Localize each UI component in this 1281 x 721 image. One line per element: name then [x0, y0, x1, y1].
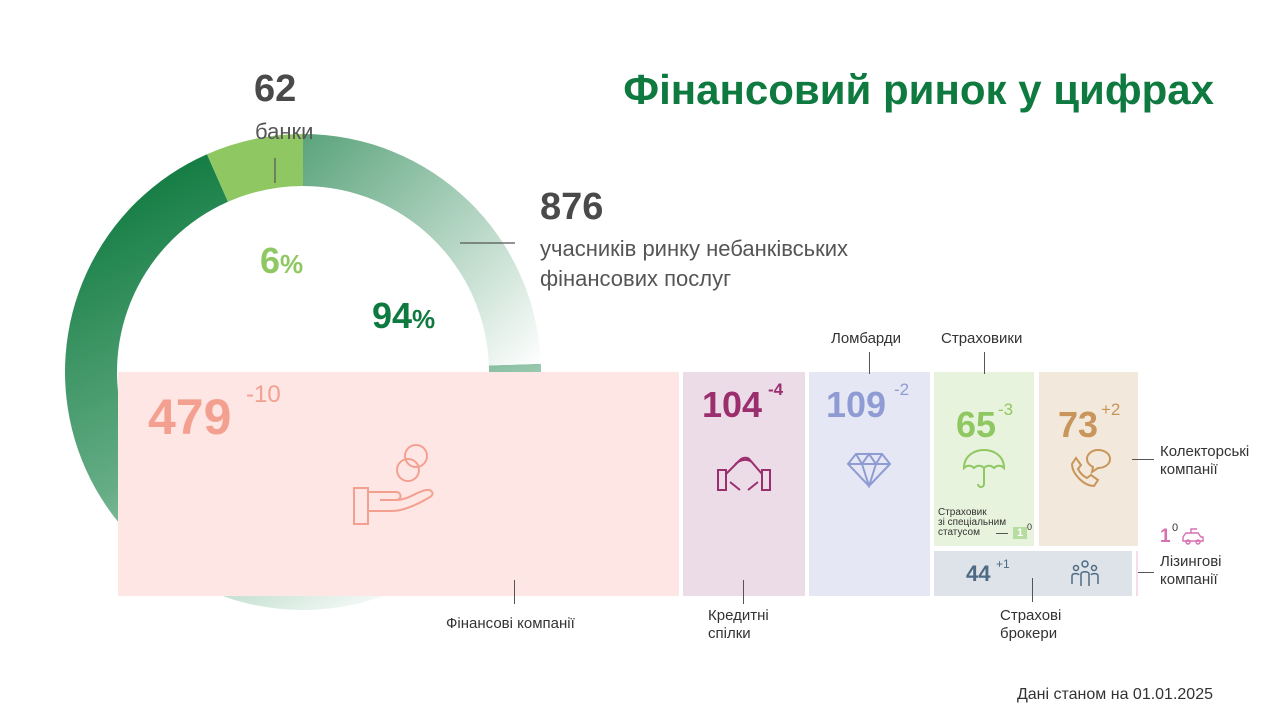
label-lombards: Ломбарди	[831, 330, 902, 347]
square-leasing	[1136, 551, 1138, 596]
nonbank-count: 876	[540, 186, 604, 228]
change-lombards: -2	[894, 380, 910, 399]
change-finance-companies: -10	[246, 381, 281, 408]
label-brokers-line2: брокери	[1000, 625, 1058, 642]
label-collectors: Колекторські компанії	[1160, 443, 1249, 479]
nonbank-percent-value: 94	[372, 295, 413, 336]
banks-percent: 6%	[260, 240, 303, 282]
nonbank-label-line2: фінансових послуг	[540, 266, 732, 291]
donut-segment-nonbank-right	[303, 134, 541, 366]
leader-line-leasing	[1138, 572, 1154, 573]
label-leasing-line1: Лізингові	[1160, 553, 1222, 570]
label-insurers: Страховики	[941, 330, 1023, 347]
percent-sign: %	[412, 304, 436, 334]
label-finance-companies: Фінансові компанії	[446, 615, 575, 632]
square-collectors	[1039, 372, 1138, 546]
label-leasing: Лізингові компанії	[1160, 553, 1222, 589]
value-special-insurer: 1	[1013, 527, 1027, 539]
nonbank-percent: 94%	[372, 295, 435, 337]
label-brokers-line1: Страхові	[1000, 607, 1062, 624]
square-insurers	[934, 372, 1034, 546]
label-credit-unions-line2: спілки	[708, 625, 751, 642]
nonbank-label-line1: учасників ринку небанківських	[540, 236, 849, 261]
change-special-insurer: 0	[1027, 522, 1033, 532]
special-insurer-label: Страховик зі спеціальним статусом	[938, 508, 1018, 538]
banks-count: 62	[254, 68, 297, 110]
special-insurer-label-line3: статусом	[938, 527, 980, 538]
banks-label: банки	[255, 119, 314, 144]
car-icon	[1182, 528, 1204, 545]
leader-line-insurers	[984, 352, 985, 374]
label-collectors-line2: компанії	[1160, 461, 1218, 478]
label-leasing-line2: компанії	[1160, 571, 1218, 588]
change-collectors: +2	[1101, 400, 1121, 419]
value-brokers: 44	[966, 561, 991, 586]
value-lombards: 109	[826, 384, 887, 425]
leader-line-finance	[514, 580, 515, 604]
nonbank-label: учасників ринку небанківських фінансових…	[540, 234, 960, 294]
value-collectors: 73	[1058, 404, 1099, 445]
square-credit-unions	[683, 372, 805, 596]
label-credit-unions: Кредитні спілки	[708, 607, 769, 643]
value-credit-unions: 104	[702, 384, 763, 425]
leader-line-collectors	[1132, 459, 1154, 460]
leader-line-brokers	[1032, 578, 1033, 602]
percent-sign: %	[280, 249, 304, 279]
change-insurers: -3	[998, 400, 1014, 419]
leader-line-credit	[743, 580, 744, 604]
square-brokers	[934, 551, 1132, 596]
square-finance-companies	[118, 372, 679, 596]
value-finance-companies: 479	[148, 389, 232, 445]
value-leasing: 1	[1160, 526, 1171, 547]
leader-line-lombards	[869, 352, 870, 374]
date-note: Дані станом на 01.01.2025	[1016, 686, 1213, 703]
banks-percent-value: 6	[260, 240, 281, 281]
value-insurers: 65	[956, 404, 997, 445]
donut-segment-banks	[206, 134, 303, 202]
page-title: Фінансовий ринок у цифрах	[623, 66, 1214, 113]
umbrella-icon	[962, 448, 1006, 488]
label-collectors-line1: Колекторські	[1160, 443, 1250, 460]
special-insurer-label-line2: зі спеціальним	[938, 517, 1007, 528]
change-brokers: +1	[996, 557, 1010, 571]
leader-line-special	[996, 533, 1008, 534]
diamond-icon	[846, 452, 892, 488]
change-credit-unions: -4	[768, 380, 784, 399]
phone-chat-icon	[1070, 448, 1112, 488]
label-credit-unions-line1: Кредитні	[708, 607, 769, 624]
special-insurer-label-line1: Страховик	[938, 507, 987, 518]
change-leasing: 0	[1172, 522, 1179, 534]
label-brokers: Страхові брокери	[1000, 607, 1061, 643]
handshake-icon	[717, 456, 771, 491]
people-icon	[1071, 560, 1099, 586]
hand-coins-icon	[353, 444, 434, 525]
